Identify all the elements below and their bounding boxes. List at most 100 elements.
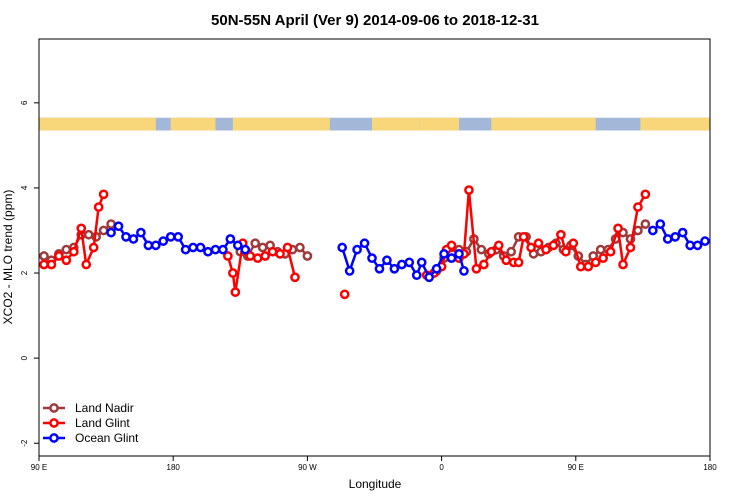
data-point (506, 246, 517, 257)
data-point (556, 229, 566, 240)
data-point (282, 242, 293, 253)
legend-label: Land Glint (75, 416, 130, 430)
data-point (290, 272, 300, 283)
data-point (595, 244, 606, 255)
data-point (518, 232, 529, 242)
legend-item: Ocean Glint (43, 431, 139, 445)
data-point (647, 225, 658, 236)
y-tick-label: 6 (20, 100, 29, 105)
legend-item: Land Nadir (43, 401, 134, 415)
legend-marker (49, 418, 59, 428)
legend-marker (49, 433, 59, 443)
x-axis-label: Longitude (349, 477, 402, 491)
data-point (136, 227, 146, 238)
land-span (372, 117, 420, 131)
x-tick-label: 90 E (568, 463, 584, 472)
legend-label: Land Nadir (75, 401, 134, 415)
data-point (257, 242, 268, 253)
data-point (250, 238, 261, 249)
x-tick-label: 0 (439, 463, 444, 472)
chart-title: 50N-55N April (Ver 9) 2014-09-06 to 2018… (211, 12, 539, 29)
data-point (513, 257, 524, 268)
data-point (561, 246, 571, 257)
data-point (352, 244, 362, 255)
data-point (416, 257, 427, 268)
data-point (165, 232, 176, 242)
data-point (633, 202, 643, 212)
data-point (613, 223, 623, 234)
x-tick-label: 180 (167, 463, 181, 472)
data-point (454, 249, 464, 259)
data-point (173, 232, 184, 242)
data-point (374, 263, 385, 274)
data-point (501, 255, 512, 266)
data-point (677, 227, 688, 238)
data-point (227, 268, 238, 278)
land-span (640, 117, 710, 131)
data-point (158, 236, 169, 246)
data-point (404, 257, 415, 268)
data-point (54, 251, 64, 261)
y-axis-label: XCO2 - MLO trend (ppm) (1, 190, 15, 325)
data-point (655, 219, 666, 229)
data-point (180, 244, 191, 255)
data-point (640, 189, 651, 200)
data-point (88, 242, 99, 253)
data-point (533, 238, 544, 249)
data-point (548, 240, 559, 251)
data-point (459, 266, 469, 276)
data-point (662, 234, 673, 244)
y-tick-label: 0 (20, 355, 29, 360)
data-point (210, 244, 221, 255)
data-point (232, 240, 243, 251)
data-point (568, 238, 579, 249)
data-point (295, 242, 305, 253)
x-tick-label: 90 E (31, 463, 47, 472)
data-point (260, 251, 271, 261)
data-point (476, 244, 487, 255)
data-point (230, 287, 241, 298)
y-tick-label: -2 (20, 439, 29, 447)
data-point (640, 219, 651, 229)
data-point (61, 255, 72, 266)
data-point (240, 244, 251, 255)
land-span (491, 117, 537, 131)
axes: 90 E 180 90 W 0 90 E 180 -2 0 2 4 6 (20, 100, 717, 472)
data-point (106, 219, 116, 229)
data-point (471, 263, 482, 274)
data-point (93, 202, 104, 212)
data-point (575, 261, 586, 272)
data-point (359, 238, 370, 249)
data-point (128, 234, 139, 244)
data-point (605, 246, 616, 257)
data-point (446, 240, 457, 251)
land-ocean-band (39, 117, 710, 131)
data-point (389, 263, 400, 274)
data-point (61, 244, 72, 255)
data-point (225, 234, 236, 244)
legend-marker (49, 403, 59, 413)
data-point (446, 253, 457, 263)
x-tick-label: 90 W (298, 463, 317, 472)
data-point (81, 259, 92, 270)
data-point (302, 251, 313, 261)
data-point (396, 259, 407, 270)
data-point (143, 240, 154, 251)
x-tick-label: 180 (703, 463, 717, 472)
data-point (98, 189, 109, 200)
data-point (344, 266, 355, 276)
data-point (188, 242, 198, 253)
data-point (670, 232, 681, 242)
data-point (439, 249, 449, 259)
data-point (46, 259, 57, 270)
land-span (232, 117, 330, 131)
data-point (583, 261, 594, 272)
data-point (411, 270, 422, 281)
legend-label: Ocean Glint (75, 431, 139, 445)
data-point (252, 253, 263, 263)
legend-item: Land Glint (43, 416, 130, 430)
data-point (39, 251, 49, 261)
series-line (44, 193, 105, 270)
data-point (493, 240, 504, 251)
